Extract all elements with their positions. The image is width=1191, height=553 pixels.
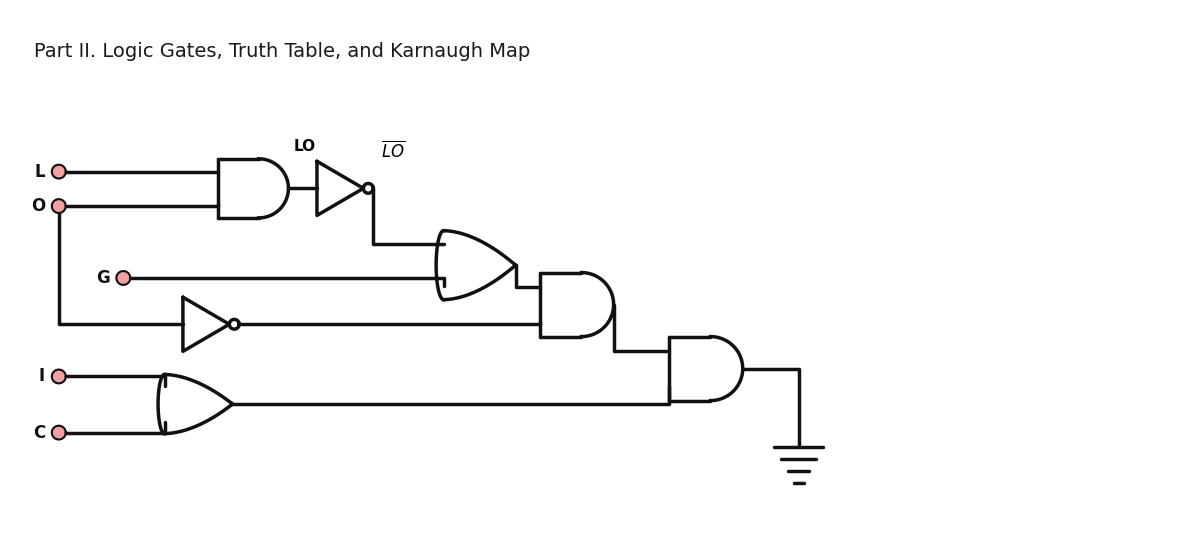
Text: C: C (32, 424, 45, 442)
Polygon shape (117, 271, 130, 285)
Text: L: L (35, 163, 45, 181)
Text: I: I (39, 368, 45, 385)
Text: LO: LO (293, 139, 316, 154)
Text: O: O (31, 197, 45, 215)
Polygon shape (52, 199, 66, 213)
Polygon shape (52, 426, 66, 440)
Text: Part II. Logic Gates, Truth Table, and Karnaugh Map: Part II. Logic Gates, Truth Table, and K… (35, 41, 530, 61)
Text: G: G (95, 269, 110, 287)
Text: $\overline{LO}$: $\overline{LO}$ (381, 140, 405, 161)
Polygon shape (52, 369, 66, 383)
Polygon shape (52, 165, 66, 179)
